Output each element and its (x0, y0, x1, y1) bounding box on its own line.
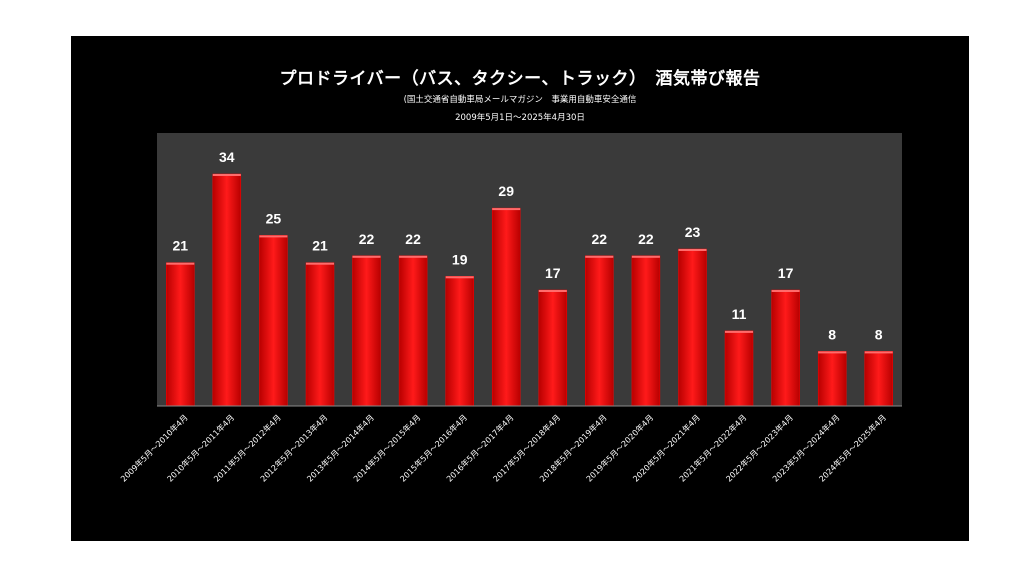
bar-7 (491, 207, 521, 407)
value-label-6: 19 (452, 251, 468, 267)
value-label-11: 23 (685, 224, 701, 240)
bar-12 (724, 330, 754, 407)
bar-highlight-1 (212, 174, 241, 176)
chart-title: プロドライバー（バス、タクシー、トラック） 酒気帯び報告 (279, 69, 761, 89)
bar-8 (538, 289, 568, 407)
chart-subtitle: (国土交通省自動車局メールマガジン 事業用自動車安全通信 (403, 95, 637, 105)
bar-highlight-11 (678, 249, 707, 251)
bar-chart: 21 34 25 21 22 22 19 29 17 22 22 23 11 17 8 8 2009年5月～2… (118, 133, 902, 484)
chart-slide: プロドライバー（バス、タクシー、トラック） 酒気帯び報告 (国土交通省自動車局メ… (71, 36, 969, 541)
bar-highlight-9 (585, 255, 614, 258)
chart-period: 2009年5月1日～2025年4月30日 (455, 113, 585, 123)
bar-highlight-3 (306, 262, 334, 265)
bar-15 (864, 351, 893, 407)
bar-0 (166, 262, 195, 407)
value-label-1: 34 (219, 149, 235, 165)
bar-4 (352, 255, 381, 407)
value-label-0: 21 (173, 238, 189, 254)
bars-group (166, 173, 893, 407)
value-label-12: 11 (732, 306, 747, 322)
bar-1 (212, 173, 242, 407)
bar-highlight-14 (818, 351, 847, 354)
bar-highlight-6 (445, 276, 474, 279)
value-label-10: 22 (638, 231, 654, 247)
value-label-3: 21 (312, 238, 328, 254)
value-label-2: 25 (266, 210, 282, 226)
bar-3 (305, 262, 335, 407)
bar-13 (771, 289, 800, 407)
value-label-14: 8 (828, 326, 836, 342)
bar-highlight-0 (166, 262, 195, 265)
x-axis-labels-group: 2009年5月～2010年4月2010年5月～2011年4月2011年5月～20… (118, 412, 888, 483)
bar-highlight-10 (631, 255, 660, 258)
bar-highlight-8 (538, 290, 567, 292)
bar-highlight-5 (399, 255, 428, 258)
bar-10 (631, 255, 661, 407)
bar-5 (398, 255, 428, 407)
bar-highlight-2 (259, 235, 288, 238)
value-label-4: 22 (359, 231, 375, 247)
bar-6 (445, 276, 474, 407)
bar-highlight-15 (864, 351, 893, 354)
bar-11 (678, 248, 707, 407)
bar-highlight-4 (352, 255, 381, 258)
bar-9 (585, 255, 614, 407)
value-label-7: 29 (498, 183, 514, 199)
value-label-13: 17 (778, 265, 794, 281)
bar-2 (259, 235, 288, 407)
bar-highlight-7 (492, 208, 521, 211)
value-labels-group: 21 34 25 21 22 22 19 29 17 22 22 23 11 17 8 8 (173, 149, 883, 342)
value-label-9: 22 (592, 231, 608, 247)
bar-14 (817, 351, 847, 407)
bar-highlight-12 (725, 330, 753, 333)
value-label-8: 17 (545, 265, 561, 281)
value-label-15: 8 (875, 326, 883, 342)
bar-highlight-13 (771, 290, 800, 292)
value-label-5: 22 (405, 231, 421, 247)
